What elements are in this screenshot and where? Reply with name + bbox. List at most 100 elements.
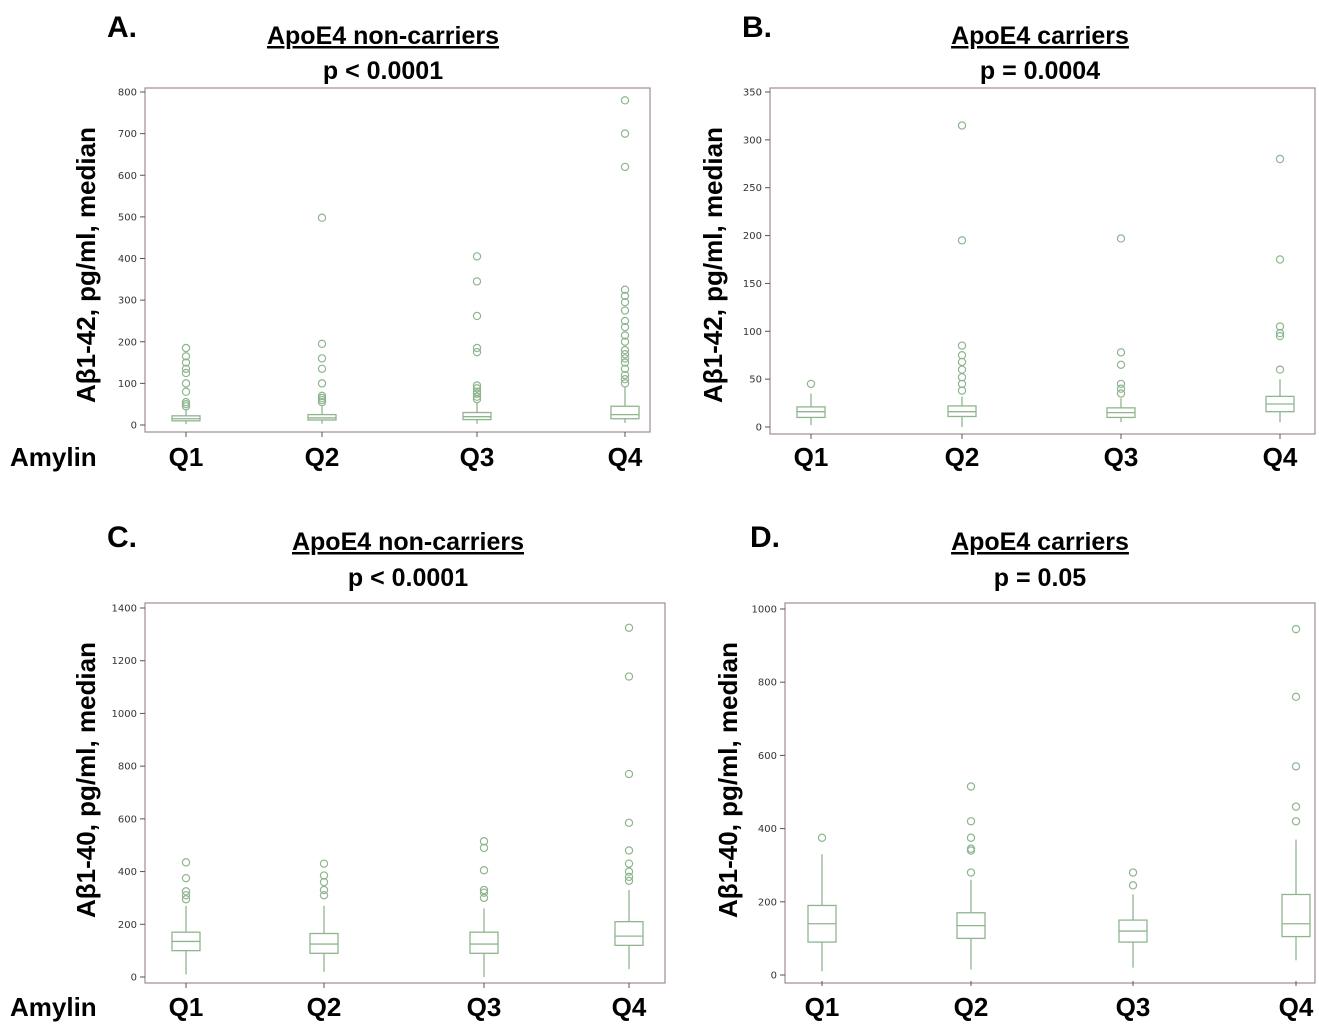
panel-c-xtick-label-q3: Q3 — [467, 992, 502, 1022]
outlier-point — [620, 364, 630, 374]
panel-a-ytick-label: 600 — [118, 171, 137, 182]
iqr-box — [614, 921, 644, 947]
panel-a-ytick-label: 0 — [131, 421, 137, 432]
panel-d-box-q2 — [956, 782, 986, 970]
panel-c-letter: C. — [107, 521, 137, 554]
panel-a-xtick-label-q3: Q3 — [460, 442, 495, 472]
panel-b-ytick-label: 100 — [743, 327, 762, 338]
panel-a-ytick-label: 400 — [118, 254, 137, 265]
outlier-point — [319, 859, 329, 868]
outlier-point — [957, 341, 967, 350]
outlier-point — [624, 876, 634, 885]
panel-c-ytick-label: 0 — [131, 973, 137, 984]
outlier-point — [624, 846, 634, 855]
panel-b-xtick-label-q4: Q4 — [1263, 442, 1298, 472]
outlier-point — [620, 337, 630, 346]
outlier-point — [472, 381, 482, 390]
panel-a-xtick-label-q1: Q1 — [169, 442, 204, 472]
outlier-point — [1116, 384, 1126, 393]
panel-c-box-q3 — [469, 837, 499, 977]
outlier-point — [181, 873, 191, 883]
panel-a-box-q2 — [307, 213, 337, 424]
panel-c-ytick-label: 600 — [118, 814, 137, 825]
outlier-point — [620, 306, 630, 315]
panel-b-ytick-label: 50 — [749, 375, 762, 386]
outlier-point — [472, 343, 482, 353]
outlier-point — [624, 818, 634, 828]
panel-b-box-q4 — [1265, 154, 1295, 423]
iqr-box — [1281, 893, 1311, 938]
panel-d-box-q1 — [807, 833, 837, 972]
outlier-point — [957, 121, 967, 130]
outlier-point — [957, 236, 967, 245]
outlier-point — [620, 162, 630, 172]
outlier-point — [620, 285, 630, 294]
panel-b-xtick-label-q3: Q3 — [1104, 442, 1139, 472]
panel-b-xtick-label-q1: Q1 — [794, 442, 829, 472]
outlier-point — [620, 375, 630, 384]
outlier-point — [181, 887, 191, 896]
outlier-point — [319, 885, 329, 895]
panel-b-ytick-label: 200 — [743, 231, 762, 242]
outlier-point — [624, 623, 634, 632]
panel-c-box-q2 — [309, 859, 339, 972]
panel-a-box-q1 — [171, 343, 201, 425]
outlier-point — [966, 868, 976, 877]
outlier-point — [620, 379, 630, 388]
panel-c-xtick-label-q4: Q4 — [612, 992, 647, 1022]
outlier-point — [624, 867, 634, 876]
outlier-point — [181, 891, 191, 900]
outlier-point — [472, 392, 482, 401]
outlier-point — [966, 817, 976, 826]
panel-d: D. ApoE4 carriers p = 0.05 Aβ1-40, pg/ml… — [713, 521, 1316, 1022]
panel-d-ylabel: Aβ1-40, pg/ml, median — [713, 642, 743, 918]
outlier-point — [319, 871, 329, 880]
panel-c-box-q4 — [614, 623, 644, 970]
outlier-point — [181, 352, 191, 361]
outlier-point — [317, 379, 327, 388]
outlier-point — [181, 858, 191, 867]
outlier-point — [1275, 255, 1285, 264]
outlier-point — [472, 311, 482, 321]
outlier-point — [620, 350, 630, 359]
outlier-point — [472, 252, 482, 261]
iqr-box — [610, 405, 640, 420]
panel-d-pvalue: p = 0.05 — [994, 564, 1087, 592]
iqr-box — [469, 931, 499, 954]
panel-c-x-axis-label: Amylin — [10, 992, 97, 1022]
panel-b: B. ApoE4 carriers p = 0.0004 Aβ1-42, pg/… — [698, 11, 1316, 472]
panel-a-xtick-label-q2: Q2 — [305, 442, 340, 472]
outlier-point — [479, 893, 489, 903]
panel-c-ytick-label: 1000 — [112, 709, 137, 720]
outlier-point — [1275, 154, 1285, 164]
outlier-point — [1128, 868, 1138, 877]
panel-c-pvalue: p < 0.0001 — [348, 564, 468, 592]
panel-c-xtick-label-q1: Q1 — [169, 992, 204, 1022]
panel-a: A. ApoE4 non-carriers p < 0.0001 Aβ1-42,… — [10, 11, 651, 472]
panel-d-ytick-label: 600 — [758, 751, 777, 762]
outlier-point — [624, 872, 634, 882]
panel-c: C. ApoE4 non-carriers p < 0.0001 Aβ1-40,… — [10, 521, 666, 1022]
panel-b-ytick-label: 300 — [743, 135, 762, 146]
panel-d-xtick-label-q1: Q1 — [805, 992, 840, 1022]
panel-b-plot-frame — [769, 87, 1316, 435]
outlier-point — [317, 354, 327, 363]
outlier-point — [317, 364, 327, 374]
panel-b-ytick-label: 250 — [743, 183, 762, 194]
panel-b-box-q1 — [796, 379, 826, 426]
panel-c-ytick-label: 1200 — [112, 656, 137, 667]
panel-a-box-q3 — [462, 252, 492, 424]
outlier-point — [957, 351, 967, 360]
outlier-point — [317, 339, 327, 349]
outlier-point — [624, 769, 634, 779]
panel-d-ytick-label: 400 — [758, 824, 777, 835]
panel-d-ytick-label: 800 — [758, 678, 777, 689]
panel-a-ytick-label: 100 — [118, 379, 137, 390]
outlier-point — [1116, 389, 1126, 398]
outlier-point — [1116, 234, 1126, 243]
outlier-point — [479, 866, 489, 875]
panel-a-box-q4 — [610, 96, 640, 423]
outlier-point — [319, 891, 329, 900]
outlier-point — [181, 895, 191, 904]
